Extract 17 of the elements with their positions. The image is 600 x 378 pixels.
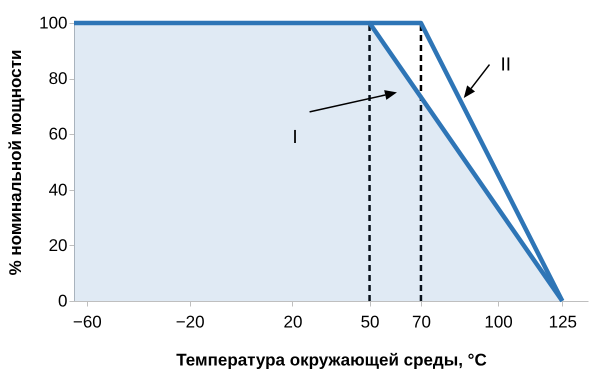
- x-tick-label: 50: [360, 312, 380, 332]
- y-tick-label: 40: [48, 180, 68, 200]
- x-tick-label: 70: [412, 312, 431, 332]
- x-tick-label: −20: [176, 312, 205, 332]
- y-tick-label: 20: [48, 236, 68, 255]
- y-tick-label: 60: [48, 124, 68, 144]
- x-tick-label: 125: [548, 312, 577, 332]
- x-tick-label: 20: [283, 312, 302, 332]
- y-tick-label: 0: [58, 292, 68, 310]
- x-tick-label: 100: [484, 312, 513, 332]
- y-tick-label: 100: [39, 14, 68, 32]
- x-tick-label: −60: [72, 312, 102, 332]
- x-axis-title: Температура окружающей среды, °C: [176, 350, 487, 370]
- y-tick-label: 80: [48, 69, 68, 88]
- annotation: I: [292, 126, 298, 148]
- y-axis-title: % номинальной мощности: [6, 50, 26, 276]
- annotation: II: [500, 54, 512, 76]
